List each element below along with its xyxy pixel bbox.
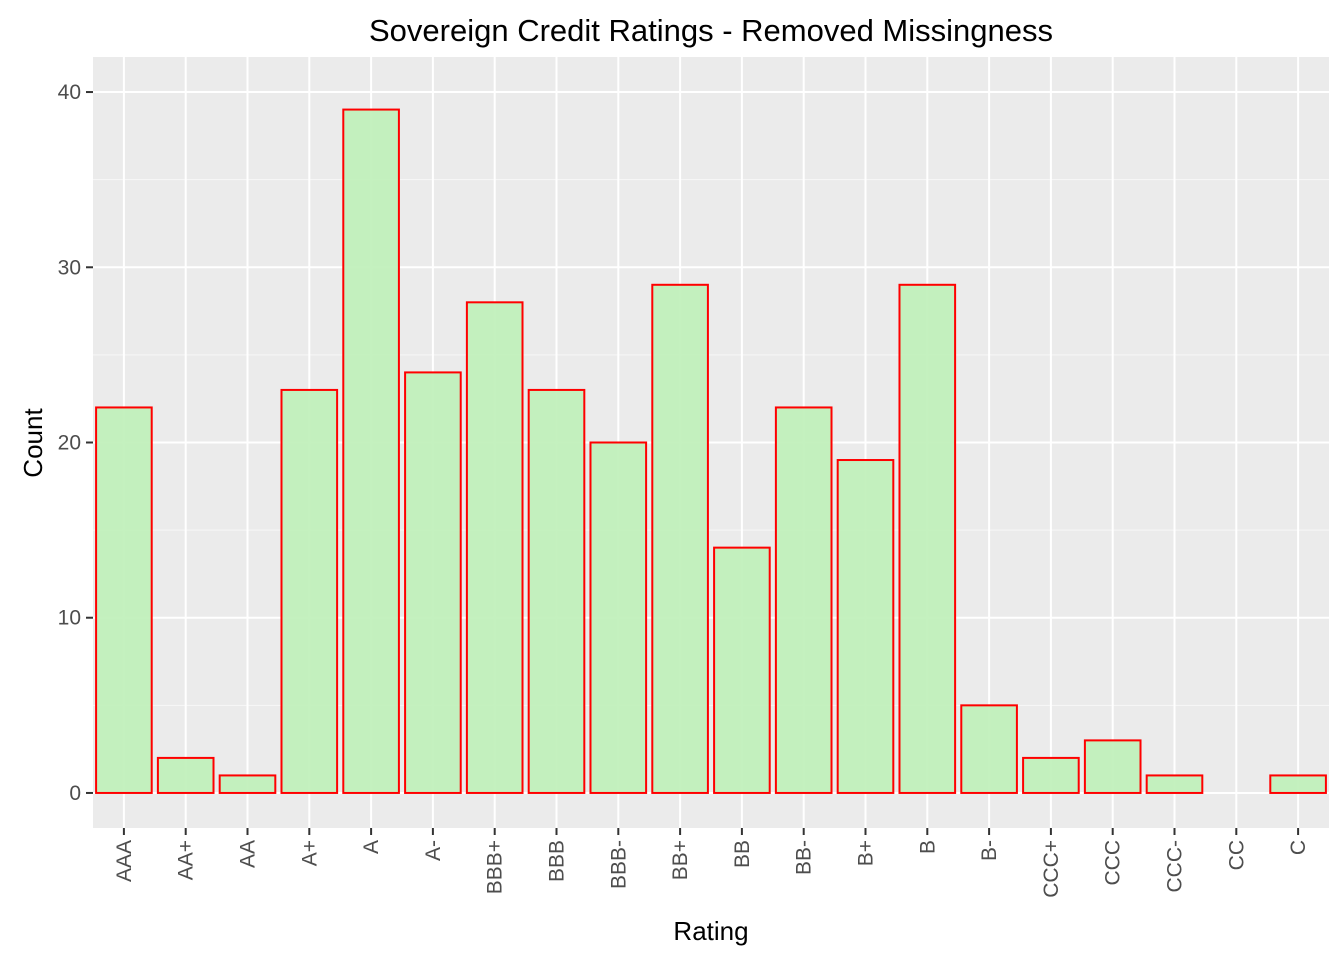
bar-AA [218,774,277,794]
x-tick-label: BB [731,840,754,868]
bar-B- [960,704,1018,794]
x-tick-label: BBB- [607,840,630,889]
x-tick-label: A- [422,840,445,861]
y-tick-label: 10 [58,607,81,630]
y-tick-label: 20 [58,432,81,455]
bar-BBB+ [465,301,524,794]
x-tick-label: B [916,840,939,854]
x-tick-label: A [360,840,383,854]
bars [95,108,1327,794]
bar-BBB [527,388,586,794]
bar-B+ [836,459,895,794]
x-tick-label: C [1287,840,1310,855]
y-tick-label: 40 [58,81,81,104]
x-tick-label: B+ [855,840,878,866]
x-tick-label: BBB+ [484,840,507,894]
y-axis: 0 10 20 30 40 [58,81,93,805]
bar-C [1269,774,1327,794]
x-tick-label: AAA [113,840,136,882]
y-axis-title: Count [18,408,48,478]
x-axis-title: Rating [673,916,748,946]
y-tick-label: 0 [69,782,81,805]
bar-BB+ [651,283,709,794]
bar-CCC- [1145,774,1204,794]
bar-BBB- [589,441,648,794]
x-axis: AAA AA+ AA A+ A A- BBB+ BBB BBB- BB+ BB BB- B+ B B- CCC… [113,828,1310,898]
x-tick-label: CCC [1102,840,1125,886]
x-tick-label: BB- [793,840,816,875]
x-tick-label: CCC- [1164,840,1187,893]
bar-BB [713,546,771,794]
x-tick-label: BB+ [669,840,692,880]
bar-B [898,283,957,794]
bar-CCC [1083,739,1142,794]
y-tick-label: 30 [58,256,81,279]
bar-A+ [280,388,339,794]
x-tick-label: B- [978,840,1001,861]
x-tick-label: AA [237,840,260,868]
bar-A [342,108,400,794]
bar-A- [404,371,462,794]
x-tick-label: A+ [298,840,321,866]
bar-CCC+ [1022,756,1080,794]
bar-AA+ [156,756,215,794]
x-tick-label: CCC+ [1040,840,1063,898]
x-tick-label: CC [1225,840,1248,870]
x-tick-label: AA+ [175,840,198,880]
bar-AAA [95,406,153,794]
chart-title: Sovereign Credit Ratings - Removed Missi… [369,13,1053,48]
x-tick-label: BBB [546,840,569,882]
bar-BB- [774,406,833,794]
